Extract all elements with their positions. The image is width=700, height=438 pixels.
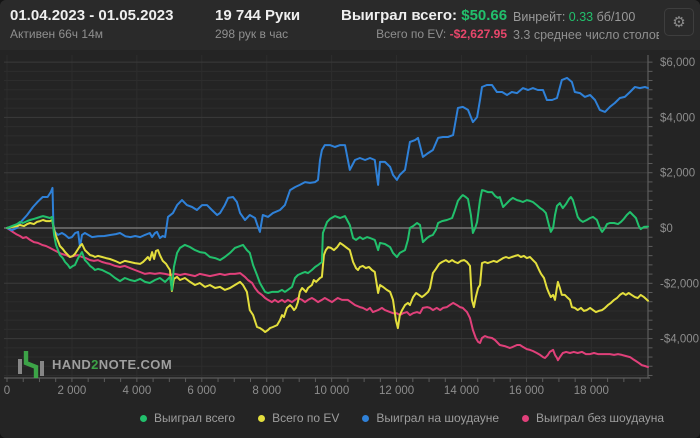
x-tick-label: 2 000 xyxy=(58,385,87,397)
legend-label: Выиграл всего xyxy=(154,411,236,425)
x-tick-label: 16 000 xyxy=(509,385,544,397)
date-range: 01.04.2023 - 01.05.2023 xyxy=(10,7,174,24)
legend-label: Всего по EV xyxy=(272,411,340,425)
legend-dot-yellow xyxy=(258,414,266,422)
legend-dot-blue xyxy=(362,414,370,422)
x-tick-label: 18 000 xyxy=(574,385,609,397)
y-tick-label: $4,000 xyxy=(660,112,695,124)
hand2note-h-icon xyxy=(18,351,44,378)
series-line-3 xyxy=(6,227,649,369)
series-line-0 xyxy=(6,189,649,294)
total-won-value: $50.66 xyxy=(461,7,508,24)
logo-text-hand: HAND xyxy=(52,356,92,372)
hands-count: 19 744 Руки xyxy=(215,7,301,24)
x-tick-label: 10 000 xyxy=(314,385,349,397)
legend-label: Выиграл на шоудауне xyxy=(376,411,500,425)
winrate-label: Винрейт: xyxy=(513,10,566,24)
total-won-label: Выиграл всего: xyxy=(341,7,458,24)
y-tick-label: $0 xyxy=(660,223,673,235)
avg-tables: 3.3 среднее число столов xyxy=(513,28,659,42)
y-tick-label: -$4,000 xyxy=(660,334,699,346)
winrate-block: Винрейт: 0.33 бб/100 3.3 среднее число с… xyxy=(513,7,659,43)
series-line-2 xyxy=(6,76,649,249)
series-line-1 xyxy=(6,219,649,333)
logo-text-2: 2 xyxy=(91,356,99,372)
y-tick-label: -$2,000 xyxy=(660,278,699,290)
chart-area: $6,000 $4,000 $2,000 $0 -$2,000 -$4,000 0 2 000… xyxy=(0,50,700,438)
x-tick-label: 4 000 xyxy=(122,385,151,397)
date-range-block: 01.04.2023 - 01.05.2023 Активен 66ч 14м xyxy=(10,7,173,42)
settings-button[interactable]: ⚙ xyxy=(664,8,694,36)
legend-item-nonshowdown[interactable]: Выиграл без шоудауна xyxy=(522,411,664,425)
legend-item-ev[interactable]: Всего по EV xyxy=(258,411,339,425)
x-tick-label: 0 xyxy=(4,385,10,397)
legend-label: Выиграл без шоудауна xyxy=(536,411,665,425)
ev-value: -$2,627.95 xyxy=(449,27,507,41)
x-tick-label: 6 000 xyxy=(187,385,216,397)
active-time: Активен 66ч 14м xyxy=(10,27,103,41)
winrate-units: бб/100 xyxy=(596,10,636,24)
logo-text: HAND2NOTE.COM xyxy=(52,357,172,372)
legend-dot-green xyxy=(140,414,147,422)
hands-block: 19 744 Руки 298 рук в час xyxy=(215,7,300,42)
y-tick-label: $2,000 xyxy=(660,168,695,180)
winrate-value: 0.33 xyxy=(568,10,594,24)
ev-label: Всего по EV: xyxy=(376,27,447,41)
logo-text-note: NOTE.COM xyxy=(98,356,173,372)
legend-item-showdown[interactable]: Выиграл на шоудауне xyxy=(362,411,499,425)
header: 01.04.2023 - 01.05.2023 Активен 66ч 14м … xyxy=(0,0,700,50)
chart-canvas[interactable]: $6,000 $4,000 $2,000 $0 -$2,000 -$4,000 0 2 000… xyxy=(0,50,700,438)
won-block: Выиграл всего: $50.66 Всего по EV: -$2,6… xyxy=(341,7,507,42)
legend-dot-pink xyxy=(522,414,530,422)
x-tick-label: 8 000 xyxy=(252,385,281,397)
hands-per-hour: 298 рук в час xyxy=(215,27,289,41)
legend: Выиграл всего Всего по EV Выиграл на шоу… xyxy=(140,411,664,425)
legend-item-total-won[interactable]: Выиграл всего xyxy=(140,411,235,425)
logo: HAND2NOTE.COM xyxy=(12,349,172,379)
x-tick-label: 14 000 xyxy=(444,385,479,397)
gear-icon: ⚙ xyxy=(672,14,686,31)
y-tick-label: $6,000 xyxy=(660,57,695,69)
x-tick-label: 12 000 xyxy=(379,385,414,397)
